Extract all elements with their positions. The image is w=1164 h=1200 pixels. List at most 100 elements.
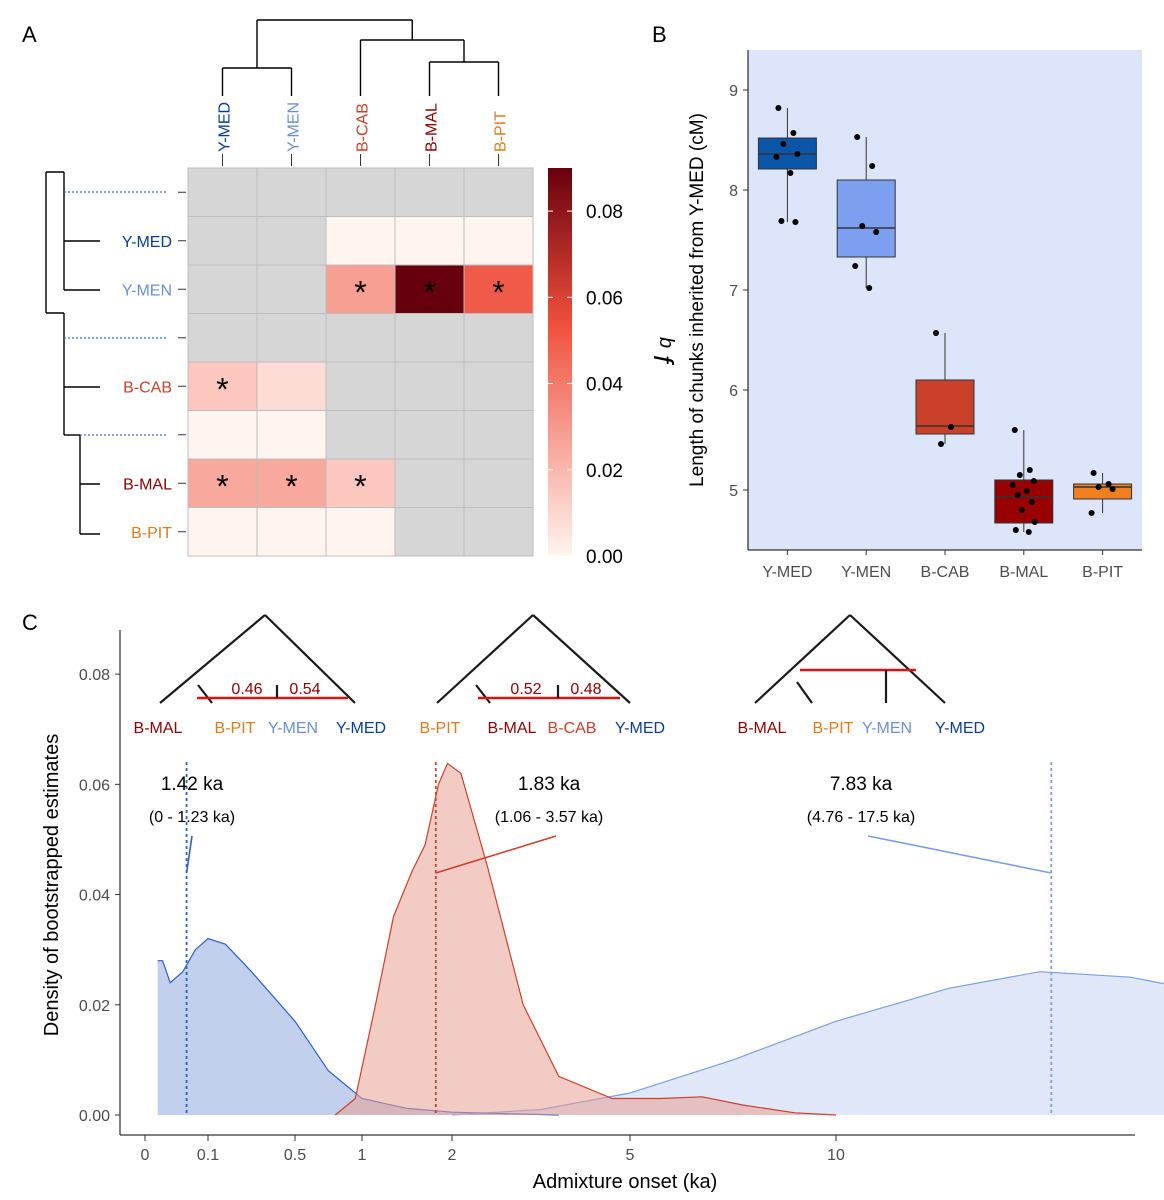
admixture-weight: 0.52 <box>510 681 541 698</box>
heatmap-cell <box>256 216 327 266</box>
panel-b-boxplot: 5 6 7 8 9 Length of chunks inherited from Y-M… <box>687 50 1142 581</box>
panel-label-b: B <box>652 22 667 47</box>
column-label-b-mal: B-MAL <box>424 103 441 152</box>
row-label-y-med: Y-MED <box>122 234 172 251</box>
heatmap-cell <box>256 410 327 460</box>
significance-star: * <box>354 468 366 504</box>
data-point <box>1018 507 1025 513</box>
heatmap-cell <box>325 507 396 557</box>
box-b-mal <box>994 479 1054 524</box>
tree-leaf-label: Y-MEN <box>268 720 318 737</box>
data-point <box>869 163 876 169</box>
significance-star: * <box>354 274 366 310</box>
heatmap-cell <box>394 313 465 363</box>
data-point <box>852 263 859 269</box>
y-tick-label: 0.06 <box>79 777 110 794</box>
significance-star: * <box>216 468 228 504</box>
x-tick-label: 0.5 <box>284 1147 306 1164</box>
column-label-y-men: Y-MEN <box>286 102 303 152</box>
heatmap-cell <box>325 458 396 508</box>
tree-leaf-label: Y-MED <box>615 720 665 737</box>
density-area <box>452 971 1164 1115</box>
heatmap-cell <box>394 507 465 557</box>
y-tick-label: 0.02 <box>79 998 110 1015</box>
heatmap-cell <box>463 361 534 411</box>
data-point <box>1011 427 1018 433</box>
x-tick-label: 10 <box>827 1147 845 1164</box>
heatmap-cell <box>325 313 396 363</box>
heatmap-cell <box>463 216 534 266</box>
column-label-b-pit: B-PIT <box>493 111 510 152</box>
significance-star: * <box>423 274 435 310</box>
heatmap-cell <box>325 167 396 217</box>
data-point <box>787 170 794 176</box>
y-axis-title: Length of chunks inherited from Y-MED (c… <box>687 113 708 487</box>
colorbar-title: f <box>648 355 679 366</box>
density-line <box>334 762 837 1116</box>
colorbar-tick-label: 0.08 <box>586 202 623 223</box>
data-point <box>778 218 785 224</box>
heatmap-cell <box>187 410 258 460</box>
data-point <box>1031 519 1038 525</box>
x-tick-label-y-med: Y-MED <box>762 564 812 581</box>
y-tick-label: 7 <box>729 283 738 300</box>
data-point <box>1028 499 1035 505</box>
colorbar-tick-label: 0.04 <box>586 375 623 396</box>
heatmap-cell <box>394 361 465 411</box>
tree-branch <box>264 614 356 704</box>
admixture-weight: 0.48 <box>570 681 601 698</box>
row-label-b-mal: B-MAL <box>123 476 172 493</box>
heatmap-cell <box>187 507 258 557</box>
colorbar <box>548 168 572 556</box>
x-tick-label: 0.1 <box>197 1147 219 1164</box>
significance-star: * <box>285 468 297 504</box>
annotation-leader <box>867 835 1052 874</box>
heatmap-cell <box>394 216 465 266</box>
heatmap-cell <box>394 410 465 460</box>
x-tick-label-b-cab: B-CAB <box>921 564 970 581</box>
heatmap-cell <box>187 167 258 217</box>
heatmap-cell <box>463 313 534 363</box>
y-tick-label: 8 <box>729 183 738 200</box>
tree-leaf-label: Y-MEN <box>862 720 912 737</box>
tree-leaf-label: B-PIT <box>813 720 854 737</box>
tree-branch <box>197 684 213 704</box>
data-point <box>938 441 944 447</box>
tree-leaf-label: B-PIT <box>420 720 461 737</box>
panel-label-c: C <box>22 610 38 635</box>
data-point <box>1023 488 1030 494</box>
x-tick-label: 0 <box>141 1147 150 1164</box>
data-point <box>1105 481 1112 487</box>
y-axis-title: Density of bootstrapped estimates <box>41 734 63 1036</box>
data-point <box>1109 486 1116 492</box>
estimate-label: 1.83 ka <box>518 774 581 795</box>
y-tick-label: 0.04 <box>79 888 110 905</box>
x-tick-label-b-pit: B-PIT <box>1082 564 1123 581</box>
y-tick-label: 9 <box>729 83 738 100</box>
x-tick-label: 1 <box>358 1147 367 1164</box>
box-y-men <box>836 179 896 258</box>
x-tick-label-b-mal: B-MAL <box>999 564 1048 581</box>
x-tick-label: 5 <box>626 1147 635 1164</box>
heatmap-cell <box>325 410 396 460</box>
heatmap-cell <box>394 458 465 508</box>
data-point <box>854 134 861 140</box>
data-point <box>1030 478 1037 484</box>
data-point <box>866 285 873 291</box>
significance-star: * <box>492 274 504 310</box>
heatmap-cell <box>463 507 534 557</box>
column-label-b-cab: B-CAB <box>355 103 372 152</box>
heatmap-cell <box>187 216 258 266</box>
box-b-pit <box>1073 483 1133 500</box>
heatmap-cell <box>463 410 534 460</box>
panel-label-a: A <box>22 22 37 47</box>
heatmap-cell <box>256 264 327 314</box>
tree-branch <box>475 684 491 704</box>
data-point <box>794 151 801 157</box>
significance-star: * <box>216 371 228 407</box>
data-point <box>780 141 787 147</box>
tree-leaf-label: B-MAL <box>134 720 183 737</box>
panel-c-density: 0.00 0.02 0.04 0.06 0.08 0 0.1 0.5 1 2 5 10 Admixtur… <box>41 614 1164 1193</box>
density-area <box>335 763 836 1115</box>
